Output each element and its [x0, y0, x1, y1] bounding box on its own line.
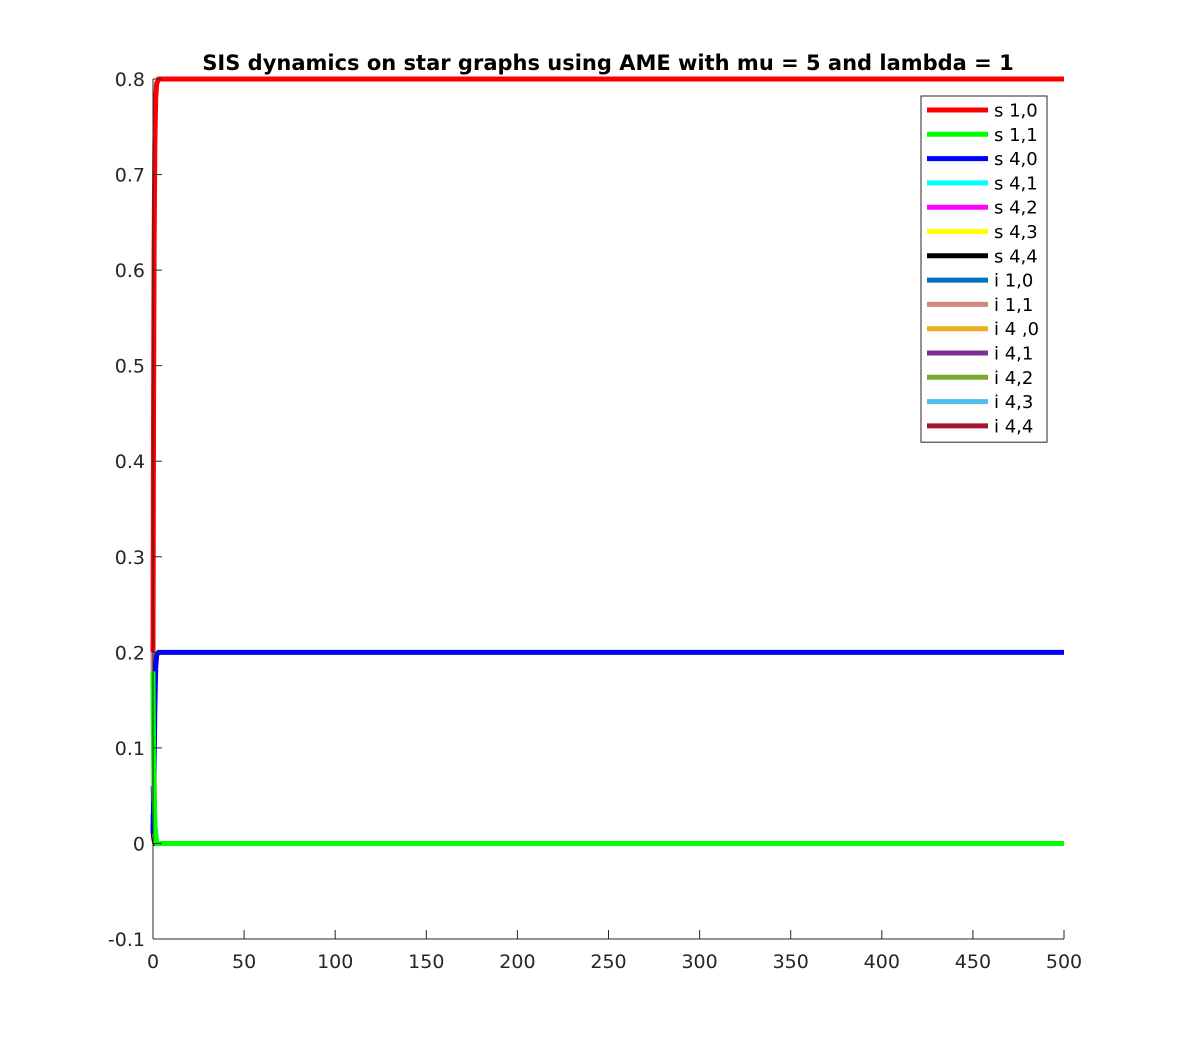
y-tick-label: 0.6	[115, 260, 145, 282]
x-tick-label: 0	[147, 951, 159, 973]
y-tick-label: 0.1	[115, 738, 145, 760]
legend-label: i 4 ,0	[994, 319, 1039, 340]
legend-label: i 1,1	[994, 295, 1033, 316]
y-tick-label: 0.7	[115, 165, 145, 187]
legend-label: i 4,4	[994, 416, 1033, 437]
legend-label: s 4,3	[994, 222, 1038, 243]
x-tick-label: 300	[681, 951, 717, 973]
y-tick-label: 0.4	[115, 451, 145, 473]
legend-label: s 4,2	[994, 198, 1038, 219]
y-tick-label: 0.2	[115, 642, 145, 664]
y-tick-label: 0.3	[115, 547, 145, 569]
legend-label: i 4,3	[994, 392, 1033, 413]
y-tick-label: 0.8	[115, 69, 145, 91]
legend-label: s 4,1	[994, 173, 1038, 194]
legend-label: i 4,2	[994, 368, 1033, 389]
x-tick-label: 50	[232, 951, 256, 973]
legend-box	[920, 95, 1048, 443]
y-tick-label: 0	[133, 833, 145, 855]
y-tick-label: -0.1	[108, 929, 145, 951]
legend-label: s 4,0	[994, 149, 1038, 170]
chart-title: SIS dynamics on star graphs using AME wi…	[202, 51, 1013, 75]
legend-label: i 1,0	[994, 271, 1033, 292]
axes: 0 50 100 150 200 250 300 350 400 450 500-0.100.10.…	[108, 69, 1082, 973]
legend-label: s 1,1	[994, 125, 1038, 146]
x-tick-label: 400	[864, 951, 900, 973]
plot-lines	[150, 76, 1064, 846]
x-tick-label: 250	[590, 951, 626, 973]
y-tick-label: 0.5	[115, 356, 145, 378]
x-tick-label: 350	[773, 951, 809, 973]
legend: s 1,0 s 1,1 s 4,0 s 4,1 s 4,2 s 4,3 s 4,4 i 1,0…	[920, 95, 1048, 443]
x-tick-label: 500	[1046, 951, 1082, 973]
x-tick-label: 150	[408, 951, 444, 973]
x-tick-label: 450	[955, 951, 991, 973]
series-line-0	[150, 76, 1064, 653]
legend-label: s 1,0	[994, 101, 1038, 122]
x-tick-label: 100	[317, 951, 353, 973]
x-tick-label: 200	[499, 951, 535, 973]
legend-label: s 4,4	[994, 246, 1038, 267]
legend-label: i 4,1	[994, 344, 1033, 365]
